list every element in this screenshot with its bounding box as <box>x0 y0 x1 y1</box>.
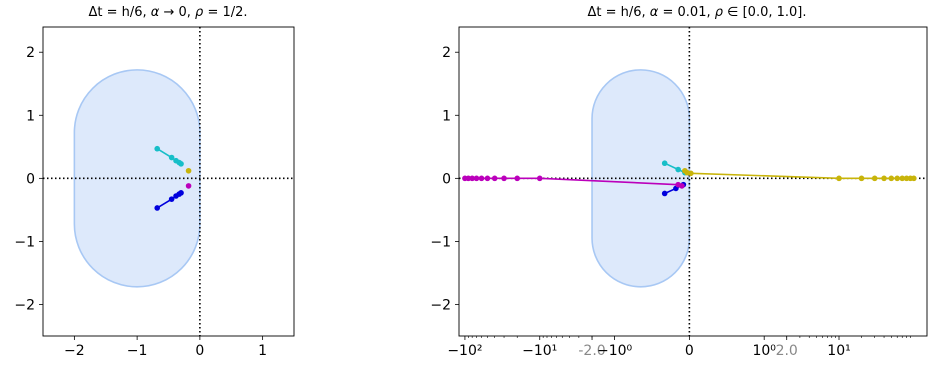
data-point <box>501 175 507 182</box>
y-tick-label: −2 <box>14 297 35 313</box>
left-chart-panel: −2 −1 0 1 −2 −1 0 1 2 Δt = h/6, α → 0, ρ = 1/2. <box>14 5 295 359</box>
data-point <box>911 175 917 182</box>
data-point <box>514 175 521 182</box>
stability-region <box>591 69 691 288</box>
data-point <box>661 190 668 197</box>
x-tick-label: 0 <box>685 343 694 359</box>
y-tick-label: 1 <box>26 108 35 124</box>
data-point <box>462 175 468 182</box>
data-point <box>836 175 842 182</box>
y-tick-label: −2 <box>430 297 451 313</box>
data-point <box>178 161 184 167</box>
data-point <box>536 175 543 182</box>
y-tick-label: 2 <box>26 45 35 61</box>
data-point <box>168 196 175 202</box>
data-point <box>185 183 192 189</box>
data-point <box>484 175 491 182</box>
x-tick-label: 10⁰ <box>752 343 776 359</box>
x-tick-label: −10² <box>447 343 482 359</box>
chart-title: Δt = h/6, α → 0, ρ = 1/2. <box>88 5 247 20</box>
data-point <box>178 190 184 196</box>
data-point <box>469 175 475 182</box>
stability-region <box>73 69 201 288</box>
data-point <box>675 166 681 173</box>
data-point <box>154 145 161 152</box>
data-point <box>675 181 681 188</box>
y-tick-label: 0 <box>442 171 451 187</box>
series-line <box>684 170 914 180</box>
data-point <box>185 167 192 174</box>
x-tick-label: −1 <box>127 343 148 359</box>
x-tick-label: -2.0 <box>578 343 605 359</box>
data-point <box>903 175 910 182</box>
data-point <box>473 175 480 182</box>
data-point <box>881 175 887 182</box>
data-point <box>871 175 878 182</box>
plot-frame <box>458 26 928 337</box>
x-tick-label: −10⁰ <box>597 343 633 359</box>
data-point <box>491 175 498 182</box>
data-point <box>168 154 175 161</box>
plot-area <box>459 27 927 336</box>
data-point <box>478 175 485 182</box>
y-tick-label: −1 <box>14 234 35 250</box>
y-tick-label: −1 <box>430 234 451 250</box>
plot-frame <box>42 26 295 337</box>
x-tick-label: −2 <box>64 343 85 359</box>
y-tick-label: 0 <box>26 171 35 187</box>
data-point <box>888 175 895 182</box>
plot-area <box>43 27 294 336</box>
x-tick-label: 10¹ <box>827 343 850 359</box>
y-tick-label: 1 <box>442 108 451 124</box>
data-point <box>894 175 901 182</box>
data-point <box>661 160 668 167</box>
data-point <box>899 175 906 182</box>
chart-title: Δt = h/6, α = 0.01, ρ ∈ [0.0, 1.0]. <box>587 5 806 20</box>
data-point <box>858 175 865 182</box>
right-chart-panel: −10² −10¹ -2.0−10⁰ 0 10⁰ 2.0 10¹ −2 −1 0 1 2 Δt = h/… <box>430 5 928 359</box>
data-point <box>688 170 694 177</box>
x-tick-label: 1 <box>258 343 267 359</box>
x-tick-label: 0 <box>195 343 204 359</box>
x-tick-label: −10¹ <box>522 343 557 359</box>
y-tick-label: 2 <box>442 45 451 61</box>
data-point <box>154 205 161 211</box>
x-tick-label: 2.0 <box>776 343 798 359</box>
